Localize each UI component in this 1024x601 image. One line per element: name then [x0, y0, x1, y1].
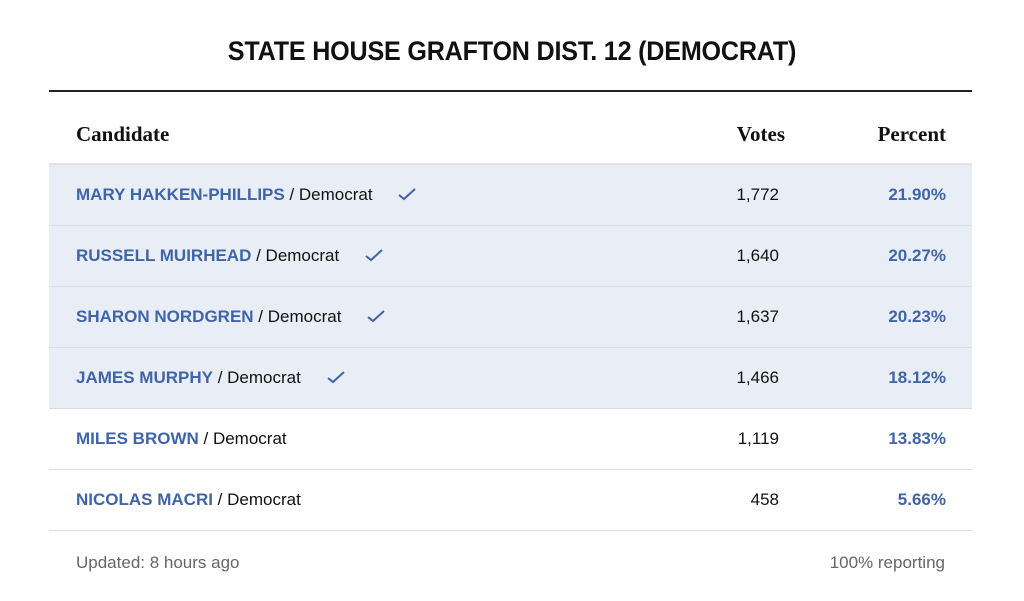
candidate-cell: SHARON NORDGREN / Democrat [76, 307, 386, 327]
candidate-name[interactable]: JAMES MURPHY [76, 368, 213, 387]
results-table: Candidate Votes Percent MARY HAKKEN-PHIL… [49, 92, 972, 531]
table-row: MARY HAKKEN-PHILLIPS / Democrat 1,772 21… [49, 165, 972, 226]
votes-cell: 1,119 [737, 429, 779, 448]
percent-cell: 13.83% [888, 429, 946, 448]
race-title: STATE HOUSE GRAFTON DIST. 12 (DEMOCRAT) [227, 36, 797, 66]
votes-cell: 1,637 [736, 307, 779, 326]
candidate-party: / Democrat [212, 490, 301, 509]
candidate-name[interactable]: MILES BROWN [76, 429, 199, 448]
table-row: JAMES MURPHY / Democrat 1,466 18.12% [49, 348, 972, 409]
table-row: SHARON NORDGREN / Democrat 1,637 20.23% [49, 287, 972, 348]
checkmark-icon [398, 188, 417, 201]
votes-cell: 1,772 [736, 185, 779, 204]
percent-cell: 21.90% [888, 185, 946, 204]
candidate-party: / Democrat [251, 246, 340, 265]
reporting-status: 100% reporting [829, 553, 945, 572]
candidate-cell: RUSSELL MUIRHEAD / Democrat [76, 246, 384, 266]
table-row: MILES BROWN / Democrat 1,119 13.83% [49, 409, 972, 470]
candidate-party: / Democrat [198, 429, 287, 448]
candidate-party: / Democrat [253, 307, 342, 326]
candidate-cell: JAMES MURPHY / Democrat [76, 368, 346, 388]
candidate-cell: MARY HAKKEN-PHILLIPS / Democrat [76, 185, 417, 205]
candidate-cell: NICOLAS MACRI / Democrat [76, 490, 301, 510]
votes-cell: 458 [750, 490, 779, 509]
checkmark-icon [367, 310, 385, 323]
candidate-name[interactable]: RUSSELL MUIRHEAD [76, 246, 252, 265]
table-header: Candidate Votes Percent [49, 92, 972, 165]
header-candidate: Candidate [76, 122, 170, 146]
candidate-cell: MILES BROWN / Democrat [76, 429, 287, 449]
header-percent: Percent [877, 122, 946, 146]
header-votes: Votes [736, 122, 785, 146]
candidate-name[interactable]: SHARON NORDGREN [76, 307, 254, 326]
votes-cell: 1,466 [736, 368, 779, 387]
table-row: RUSSELL MUIRHEAD / Democrat 1,640 20.27% [49, 226, 972, 287]
checkmark-icon [326, 371, 345, 384]
candidate-name[interactable]: MARY HAKKEN-PHILLIPS [76, 185, 285, 204]
percent-cell: 20.27% [888, 246, 946, 265]
candidate-party: / Democrat [284, 185, 373, 204]
percent-cell: 20.23% [888, 307, 946, 326]
percent-cell: 18.12% [888, 368, 946, 387]
title-divider [49, 90, 972, 92]
percent-cell: 5.66% [897, 490, 946, 509]
candidate-name[interactable]: NICOLAS MACRI [76, 490, 213, 509]
updated-timestamp: Updated: 8 hours ago [76, 553, 240, 572]
checkmark-icon [365, 249, 383, 262]
candidate-party: / Democrat [212, 368, 301, 387]
table-row: NICOLAS MACRI / Democrat 458 5.66% [49, 470, 972, 531]
votes-cell: 1,640 [736, 246, 779, 265]
